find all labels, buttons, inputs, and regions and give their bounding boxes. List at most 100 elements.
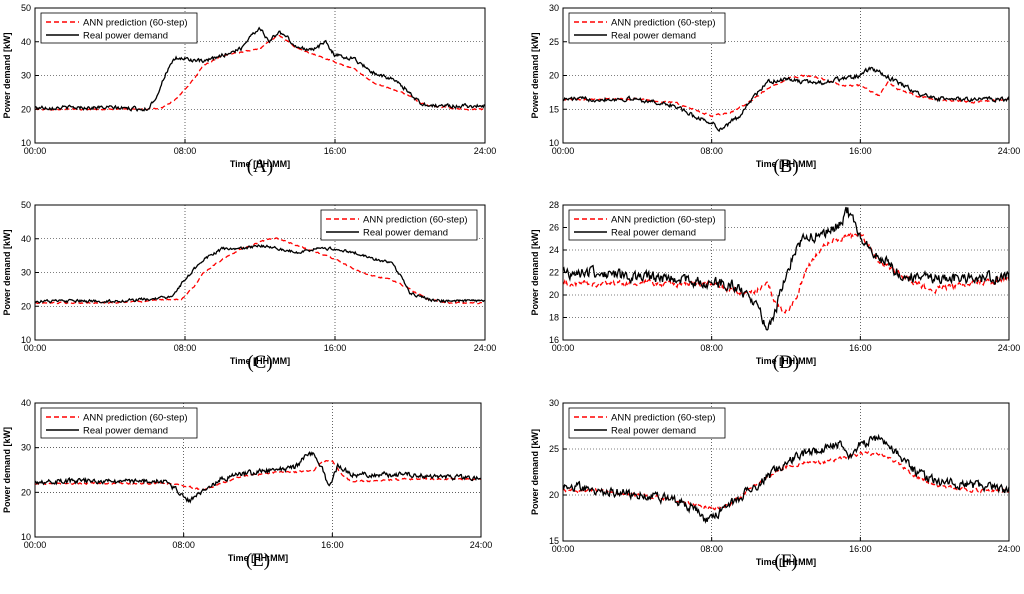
legend-box [40,12,198,44]
y-tick-label: 22 [549,268,559,278]
y-tick-label: 20 [549,290,559,300]
panel-caption: (A) [246,156,274,177]
y-tick-label: 10 [21,335,31,345]
y-axis-label: Power demand [kW] [530,32,540,118]
y-tick-label: 30 [549,398,559,408]
panel-caption: (E) [245,550,271,571]
plot-frame [34,402,482,538]
x-tick-label: 00:00 [552,146,575,156]
y-tick-label: 20 [21,301,31,311]
x-tick-label: 24:00 [474,146,497,156]
y-tick-label: 10 [21,138,31,148]
y-tick-label: 26 [549,223,559,233]
x-tick-label: 08:00 [700,343,723,353]
x-tick-label: 16:00 [849,146,872,156]
series-line-real-power-demand [562,433,1010,525]
y-tick-label: 20 [549,490,559,500]
legend-entry-label: Real power demand [83,426,168,437]
x-tick-label: 00:00 [24,343,47,353]
legend-box [568,12,726,44]
y-tick-label: 40 [21,37,31,47]
x-tick-label: 24:00 [998,343,1021,353]
y-tick-label: 40 [21,234,31,244]
y-tick-label: 10 [549,138,559,148]
legend-entry-label: ANN prediction (60-step) [611,413,716,424]
legend-entry-label: Real power demand [611,31,696,42]
y-tick-label: 20 [21,104,31,114]
x-tick-label: 00:00 [24,146,47,156]
legend: ANN prediction (60-step) Real power deman… [320,209,478,241]
chart-panel-c: 00:00 08:00 16:00 24:00 10 20 30 40 50 Time [HH:M… [2,200,497,366]
y-tick-label: 16 [549,335,559,345]
x-tick-label: 00:00 [24,540,47,550]
y-tick-label: 15 [549,536,559,546]
chart-panel-e: 00:00 08:00 16:00 24:00 10 20 30 40 Time [HH:MM]… [2,398,493,563]
x-tick-label: 16:00 [849,544,872,554]
series-line-ann-prediction [562,232,1010,314]
legend-entry-label: ANN prediction (60-step) [83,413,188,424]
y-tick-label: 15 [549,104,559,114]
y-axis-label: Power demand [kW] [2,32,12,118]
y-axis-label: Power demand [kW] [530,229,540,315]
series-line-ann-prediction [34,34,486,111]
plot-frame [562,402,1010,542]
chart-panel-d: 00:00 08:00 16:00 24:00 16 18 20 22 24 26 28 Time [… [530,200,1021,366]
legend-entry-label: Real power demand [83,31,168,42]
y-tick-label: 40 [21,398,31,408]
x-tick-label: 24:00 [998,544,1021,554]
series-line-real-power-demand [34,26,486,113]
x-axis-label: Time [HH:MM] [756,159,816,169]
y-tick-label: 20 [549,71,559,81]
series-line-real-power-demand [562,206,1010,331]
series-line-real-power-demand [562,66,1010,133]
legend-entry-label: ANN prediction (60-step) [83,18,188,29]
y-axis-label: Power demand [kW] [2,229,12,315]
x-tick-label: 08:00 [700,146,723,156]
panel-caption: (F) [774,551,798,572]
chart-panel-b: 00:00 08:00 16:00 24:00 10 15 20 25 30 Time [HH:M… [530,3,1021,169]
y-axis-label: Power demand [kW] [530,429,540,515]
y-tick-label: 30 [549,3,559,13]
legend: ANN prediction (60-step) Real power deman… [568,209,726,241]
x-tick-label: 24:00 [470,540,493,550]
legend-entry-label: Real power demand [611,228,696,239]
y-tick-label: 25 [549,37,559,47]
legend-entry-label: Real power demand [611,426,696,437]
series-line-ann-prediction [562,451,1010,511]
y-tick-label: 30 [21,268,31,278]
panel-caption: (C) [247,352,273,373]
chart-panel-a: 00:00 08:00 16:00 24:00 10 20 30 40 50 Time [HH:M… [2,3,497,169]
legend: ANN prediction (60-step) Real power deman… [40,12,198,44]
legend-entry-label: ANN prediction (60-step) [611,215,716,226]
series-line-real-power-demand [34,243,486,304]
y-tick-label: 25 [549,444,559,454]
x-tick-label: 00:00 [552,544,575,554]
x-tick-label: 08:00 [174,343,197,353]
y-tick-label: 20 [21,487,31,497]
x-tick-label: 08:00 [700,544,723,554]
legend-entry-label: ANN prediction (60-step) [611,18,716,29]
y-tick-label: 18 [549,313,559,323]
y-tick-label: 24 [549,245,559,255]
x-tick-label: 16:00 [849,343,872,353]
legend: ANN prediction (60-step) Real power deman… [40,407,198,439]
y-tick-label: 30 [21,71,31,81]
x-tick-label: 24:00 [474,343,497,353]
y-tick-label: 10 [21,532,31,542]
y-tick-label: 50 [21,200,31,210]
x-tick-label: 08:00 [172,540,195,550]
x-axis-label: Time [HH:MM] [756,356,816,366]
x-tick-label: 00:00 [552,343,575,353]
legend-box [40,407,198,439]
chart-panel-f: 00:00 08:00 16:00 24:00 15 20 25 30 Time [HH:MM]… [530,398,1021,567]
x-axis-label: Time [HH:MM] [230,356,290,366]
x-axis-label: Time [HH:MM] [756,557,816,567]
x-tick-label: 16:00 [321,540,344,550]
series-line-ann-prediction [34,460,482,491]
x-tick-label: 24:00 [998,146,1021,156]
x-axis-label: Time [HH:MM] [228,553,288,563]
x-tick-label: 08:00 [174,146,197,156]
y-tick-label: 30 [21,443,31,453]
series-line-real-power-demand [34,450,482,504]
series-line-ann-prediction [34,237,486,305]
